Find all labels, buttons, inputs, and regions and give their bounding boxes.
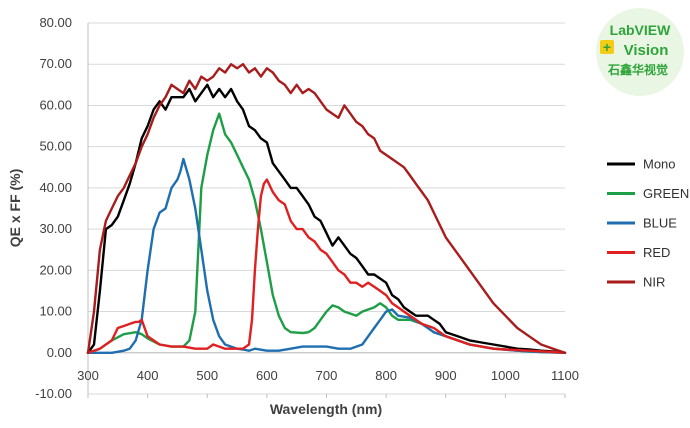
x-tick-label: 1000 — [491, 368, 520, 383]
legend-label-red: RED — [643, 245, 670, 260]
y-tick-label: 60.00 — [39, 97, 72, 112]
logo-text-chinese: 石鑫华视觉 — [607, 62, 668, 77]
logo-text-labview: LabVIEW — [610, 22, 671, 38]
legend-label-blue: BLUE — [643, 216, 677, 231]
x-tick-label: 1100 — [551, 368, 579, 383]
legend-label-nir: NIR — [643, 275, 665, 290]
logo-plus-badge — [600, 40, 614, 54]
y-tick-label: 70.00 — [39, 56, 72, 71]
y-tick-label: 40.00 — [39, 180, 72, 195]
y-tick-label: 10.00 — [39, 304, 72, 319]
y-tick-label: 50.00 — [39, 139, 72, 154]
series-line-nir — [86, 62, 567, 354]
x-tick-labels: 300 400 500 600 700 800 900 1000 1100 — [77, 368, 579, 383]
series-layer — [86, 62, 567, 354]
y-tick-label: 80.00 — [39, 15, 72, 30]
legend-label-mono: Mono — [643, 157, 676, 172]
series-line-red — [86, 178, 567, 354]
x-tick-label: 400 — [137, 368, 159, 383]
y-tick-label: 30.00 — [39, 221, 72, 236]
y-tick-label: 20.00 — [39, 262, 72, 277]
y-tick-label: -10.00 — [35, 386, 72, 401]
series-line-mono — [86, 83, 567, 354]
y-tick-labels: -10.00 0.00 10.00 20.00 30.00 40.00 50.00 60.00… — [35, 15, 72, 401]
x-tick-label: 600 — [256, 368, 278, 383]
logo: LabVIEW + Vision 石鑫华视觉 — [596, 8, 684, 96]
legend: Mono GREEN BLUE RED NIR — [607, 157, 689, 290]
gridlines — [88, 22, 565, 395]
x-axis-title: Wavelength (nm) — [270, 401, 382, 417]
y-axis-title: QE x FF (%) — [7, 169, 23, 248]
series-line-blue — [86, 157, 567, 354]
x-tick-label: 900 — [435, 368, 457, 383]
x-tick-label: 300 — [77, 368, 99, 383]
legend-label-green: GREEN — [643, 186, 689, 201]
logo-background — [596, 8, 684, 96]
logo-text-vision: Vision — [624, 42, 669, 59]
axes — [87, 23, 566, 398]
logo-plus: + — [603, 39, 611, 55]
y-tick-label: 0.00 — [47, 345, 72, 360]
x-tick-label: 800 — [375, 368, 397, 383]
x-tick-label: 500 — [196, 368, 218, 383]
x-tick-label: 700 — [316, 368, 338, 383]
